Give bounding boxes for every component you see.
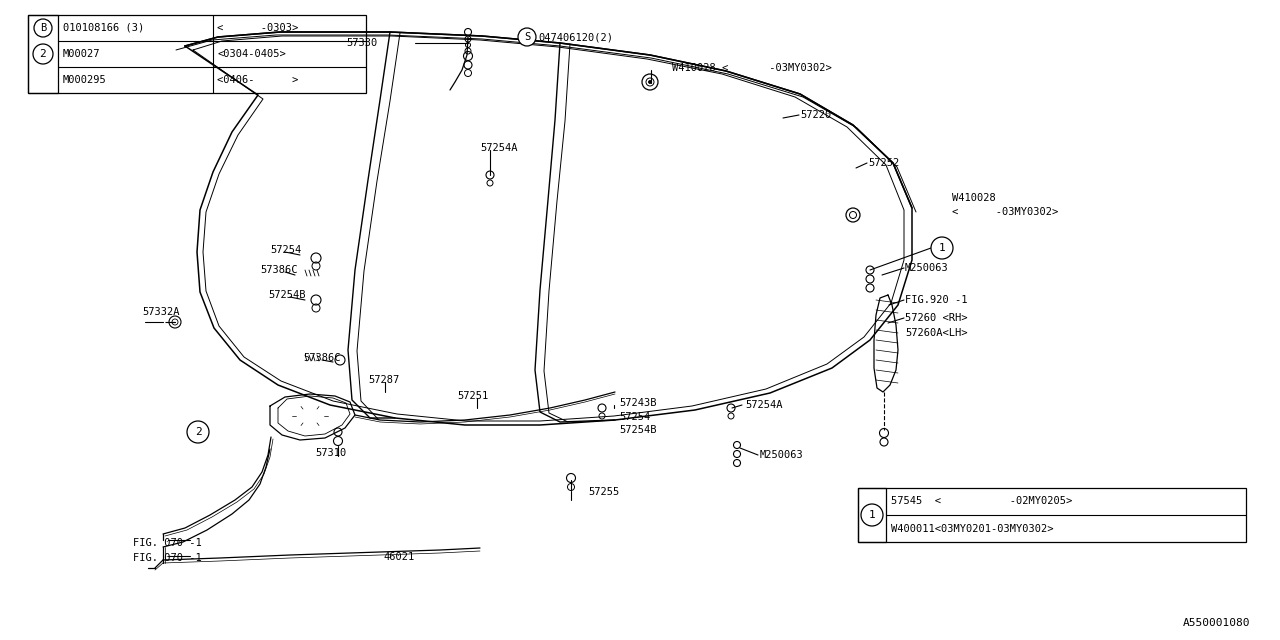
Text: 57330: 57330 xyxy=(347,38,378,48)
Circle shape xyxy=(861,504,883,526)
Bar xyxy=(28,15,58,93)
Bar xyxy=(28,15,366,93)
Text: FIG. 070 -1: FIG. 070 -1 xyxy=(133,553,202,563)
Text: -03MY0302>: -03MY0302> xyxy=(739,63,832,73)
Text: 57254: 57254 xyxy=(620,412,650,422)
Bar xyxy=(858,488,886,542)
Text: 57386C: 57386C xyxy=(303,353,340,363)
Text: 57254A: 57254A xyxy=(745,400,782,410)
Circle shape xyxy=(187,421,209,443)
Circle shape xyxy=(518,28,536,46)
Text: 57260A<LH>: 57260A<LH> xyxy=(905,328,968,338)
Text: 57243B: 57243B xyxy=(620,398,657,408)
Text: 010108166 (3): 010108166 (3) xyxy=(63,23,145,33)
Text: 57545  <           -02MY0205>: 57545 < -02MY0205> xyxy=(891,497,1073,506)
Text: M00027: M00027 xyxy=(63,49,101,59)
Text: 57254: 57254 xyxy=(270,245,301,255)
Text: A550001080: A550001080 xyxy=(1183,618,1251,628)
Text: M250063: M250063 xyxy=(760,450,804,460)
Text: 57254B: 57254B xyxy=(620,425,657,435)
Text: 57255: 57255 xyxy=(588,487,620,497)
Circle shape xyxy=(931,237,954,259)
Circle shape xyxy=(35,19,52,37)
Circle shape xyxy=(33,44,52,64)
Text: 57310: 57310 xyxy=(315,448,347,458)
Text: W400011<03MY0201-03MY0302>: W400011<03MY0201-03MY0302> xyxy=(891,524,1053,534)
Text: FIG. 070 -1: FIG. 070 -1 xyxy=(133,538,202,548)
Text: 57386C: 57386C xyxy=(260,265,297,275)
Text: 57260 <RH>: 57260 <RH> xyxy=(905,313,968,323)
Text: M000295: M000295 xyxy=(63,75,106,85)
Text: 047406120(2): 047406120(2) xyxy=(538,32,613,42)
Text: <      -0303>: < -0303> xyxy=(218,23,298,33)
Text: 46021: 46021 xyxy=(383,552,415,562)
Text: M250063: M250063 xyxy=(905,263,948,273)
Text: 2: 2 xyxy=(40,49,46,59)
Text: 57251: 57251 xyxy=(457,391,488,401)
Text: <0406-      >: <0406- > xyxy=(218,75,298,85)
Circle shape xyxy=(649,81,652,83)
Text: W410028: W410028 xyxy=(952,193,996,203)
Text: 57254A: 57254A xyxy=(480,143,517,153)
Text: 57332A: 57332A xyxy=(142,307,179,317)
Text: 2: 2 xyxy=(195,427,201,437)
Text: <0304-0405>: <0304-0405> xyxy=(218,49,285,59)
Text: W410028 <: W410028 < xyxy=(672,63,728,73)
Text: 57220: 57220 xyxy=(800,110,831,120)
Bar xyxy=(858,488,1245,542)
Text: B: B xyxy=(40,23,46,33)
Text: S: S xyxy=(524,32,530,42)
Text: FIG.920 -1: FIG.920 -1 xyxy=(905,295,968,305)
Text: 57254B: 57254B xyxy=(268,290,306,300)
Text: 57252: 57252 xyxy=(868,158,900,168)
Text: 57287: 57287 xyxy=(369,375,399,385)
Text: 1: 1 xyxy=(869,510,876,520)
Text: 1: 1 xyxy=(938,243,946,253)
Text: <      -03MY0302>: < -03MY0302> xyxy=(952,207,1059,217)
